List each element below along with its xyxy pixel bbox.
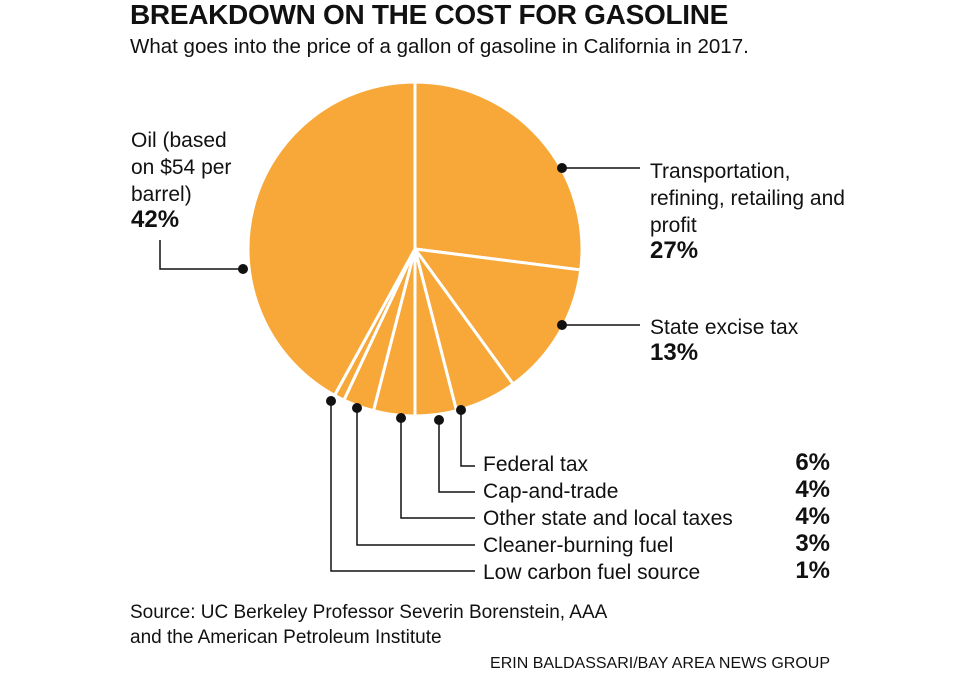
slice-label: Oil (based on $54 per barrel) [131,129,232,206]
leader-dot [326,396,336,406]
slice-value-label: 4% [795,503,830,530]
slice-value-label: 3% [795,530,830,557]
slice-label: Other state and local taxes [483,507,733,530]
leader-line [400,418,475,519]
slice-label: Cap-and-trade [483,480,619,503]
leader-line [460,410,475,467]
slice-value-label: 27% [650,237,699,264]
slice-label: Transportation, refining, retailing and … [650,160,845,237]
leader-line [330,401,475,572]
leader-dot [557,320,567,330]
leader-line [438,420,475,493]
slice-value-label: 1% [795,557,830,584]
credit: ERIN BALDASSARI/BAY AREA NEWS GROUP [490,655,830,672]
source-note: Source: UC Berkeley Professor Severin Bo… [130,602,607,648]
leader-dot [238,264,248,274]
pie-slice [413,80,584,272]
pie-slice [246,80,417,397]
slice-label: Federal tax [483,453,589,476]
leader-dot [396,413,406,423]
leader-line [356,408,475,546]
leader-dot [434,415,444,425]
slice-value-label: 4% [795,476,830,503]
leader-dot [557,163,567,173]
chart-title: BREAKDOWN ON THE COST FOR GASOLINE [130,0,729,30]
slice-value-label: 6% [795,449,830,476]
slice-label: Low carbon fuel source [483,561,701,584]
slice-label: State excise tax [650,316,799,339]
slice-value-label: 42% [131,206,180,233]
slice-value-label: 13% [650,339,699,366]
slice-label: Cleaner-burning fuel [483,534,674,557]
leader-dot [456,405,466,415]
leader-dot [352,403,362,413]
chart-subtitle: What goes into the price of a gallon of … [130,35,749,58]
pie-slice [413,247,583,386]
leader-line [159,240,243,270]
